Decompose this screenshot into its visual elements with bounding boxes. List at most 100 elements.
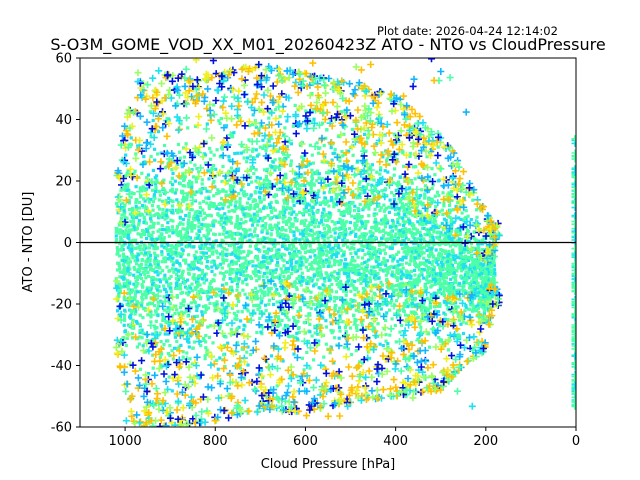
data-point (147, 250, 151, 254)
data-point (141, 213, 145, 217)
data-point (131, 217, 135, 221)
data-point (436, 263, 440, 267)
data-point (251, 220, 255, 224)
data-point (217, 287, 221, 291)
data-point (151, 225, 156, 229)
data-point (451, 251, 455, 255)
data-point (179, 176, 183, 180)
data-point (208, 301, 212, 305)
data-point (379, 262, 383, 266)
data-point (146, 197, 150, 201)
data-point (460, 248, 464, 252)
data-point (263, 168, 267, 172)
data-point (152, 259, 157, 263)
data-point (128, 281, 132, 285)
data-point (296, 187, 300, 191)
data-point (414, 316, 418, 320)
data-point (220, 303, 224, 307)
data-point (260, 125, 264, 129)
data-point (136, 290, 140, 294)
data-point (479, 252, 483, 256)
data-point (343, 265, 347, 269)
data-point (214, 266, 219, 270)
data-point (248, 168, 252, 172)
data-point (319, 303, 323, 307)
data-point (298, 124, 303, 128)
data-point (158, 355, 162, 359)
data-point (467, 258, 471, 262)
data-point (284, 270, 288, 274)
data-point (238, 197, 242, 201)
data-point (268, 205, 273, 209)
data-point (295, 346, 299, 350)
data-point (370, 183, 374, 187)
data-point (479, 284, 483, 288)
data-point (167, 321, 171, 325)
data-point (457, 262, 461, 266)
data-point (192, 261, 196, 265)
data-point (244, 266, 248, 270)
data-point (217, 264, 221, 268)
data-point (448, 193, 452, 197)
data-point (264, 148, 268, 153)
data-point (306, 289, 310, 293)
data-point (281, 359, 285, 363)
data-point (397, 250, 401, 254)
data-point (158, 331, 162, 335)
data-point (309, 184, 313, 188)
data-point (137, 218, 141, 223)
data-point (375, 334, 380, 339)
data-point (425, 155, 429, 159)
data-point (342, 301, 346, 305)
data-point (181, 217, 185, 221)
data-point (482, 310, 486, 314)
data-point (249, 276, 253, 280)
data-point (392, 197, 397, 201)
data-point (252, 156, 256, 160)
data-point (146, 270, 150, 274)
data-point (431, 267, 435, 271)
data-point (464, 291, 468, 295)
data-point (311, 172, 315, 176)
data-point (248, 275, 252, 279)
data-point (242, 250, 246, 254)
data-point (299, 283, 303, 287)
data-point (187, 244, 192, 248)
data-point (217, 207, 221, 211)
data-point (219, 252, 223, 256)
data-point (148, 110, 152, 114)
data-point (244, 278, 248, 282)
data-point (242, 190, 246, 194)
data-point (258, 145, 262, 149)
data-point (390, 286, 394, 290)
data-point (208, 281, 212, 286)
data-point (228, 219, 232, 223)
data-point (300, 356, 304, 360)
data-point (404, 246, 408, 250)
data-point (404, 256, 408, 260)
data-point (446, 264, 450, 268)
data-point (241, 270, 245, 274)
data-point (441, 191, 445, 195)
data-point (171, 171, 175, 175)
data-point (168, 353, 172, 357)
data-point (348, 326, 353, 330)
data-point (342, 202, 346, 206)
data-point (295, 374, 299, 379)
data-point (288, 293, 292, 297)
data-point (453, 260, 457, 264)
data-point (308, 330, 312, 334)
data-point (487, 302, 491, 306)
data-point (202, 223, 206, 228)
data-point (271, 160, 275, 164)
data-point (225, 231, 229, 235)
data-point (273, 214, 277, 218)
data-point (230, 208, 234, 213)
data-point (419, 193, 423, 198)
data-point (379, 168, 383, 172)
data-point (437, 193, 441, 198)
data-point (119, 188, 123, 192)
data-point (408, 154, 412, 158)
data-point (333, 147, 337, 152)
data-point (148, 268, 153, 272)
